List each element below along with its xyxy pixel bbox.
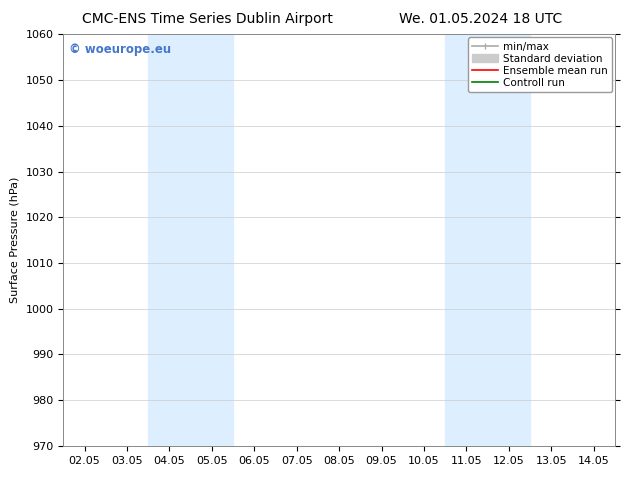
Legend: min/max, Standard deviation, Ensemble mean run, Controll run: min/max, Standard deviation, Ensemble me… xyxy=(467,37,612,92)
Y-axis label: Surface Pressure (hPa): Surface Pressure (hPa) xyxy=(10,177,20,303)
Text: CMC-ENS Time Series Dublin Airport: CMC-ENS Time Series Dublin Airport xyxy=(82,12,333,26)
Text: © woeurope.eu: © woeurope.eu xyxy=(69,43,171,55)
Text: We. 01.05.2024 18 UTC: We. 01.05.2024 18 UTC xyxy=(399,12,562,26)
Bar xyxy=(148,34,233,446)
Bar xyxy=(445,34,530,446)
